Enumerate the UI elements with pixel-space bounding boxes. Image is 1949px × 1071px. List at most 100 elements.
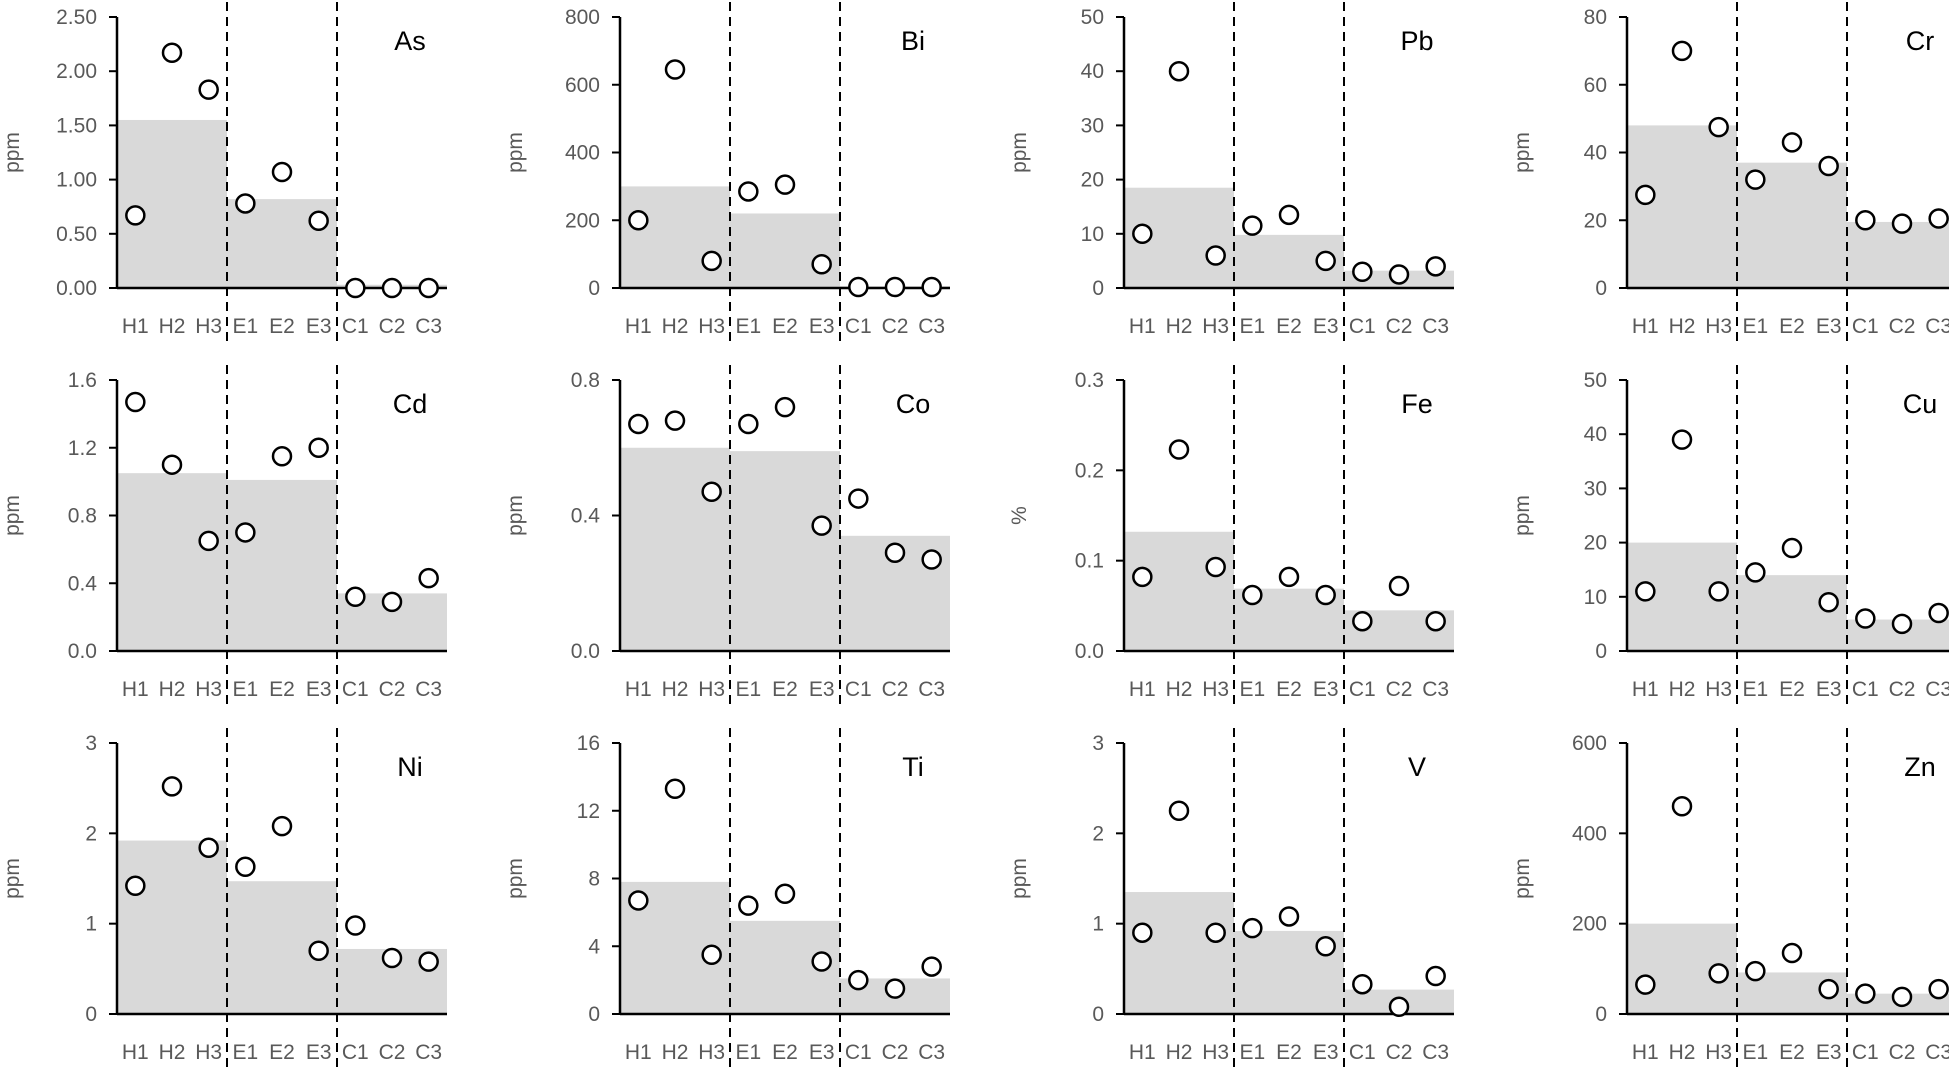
data-point <box>1745 562 1766 583</box>
data-point <box>774 883 796 904</box>
y-axis-label: ppm <box>504 495 527 536</box>
data-point <box>271 161 293 183</box>
data-point <box>1205 556 1226 578</box>
data-point <box>1132 566 1153 588</box>
panel-title: Pb <box>1400 26 1433 56</box>
data-point <box>1855 608 1876 629</box>
x-tick-label: E1 <box>1239 678 1265 701</box>
x-tick-label: H1 <box>625 1041 652 1064</box>
y-tick-label: 400 <box>1572 822 1607 845</box>
y-tick-label: 600 <box>565 74 600 97</box>
x-tick-label: E3 <box>306 315 332 338</box>
panel-title: Ni <box>397 752 423 782</box>
x-tick-label: C3 <box>918 315 945 338</box>
x-tick-label: H2 <box>662 678 689 701</box>
x-tick-label: H3 <box>1705 678 1732 701</box>
data-point <box>1315 250 1336 272</box>
data-point <box>1708 116 1729 138</box>
data-point <box>884 276 906 298</box>
data-point <box>811 515 832 536</box>
data-point <box>1315 936 1336 957</box>
data-point <box>198 79 219 100</box>
data-point <box>1818 978 1839 1000</box>
x-tick-label: E1 <box>232 1041 258 1064</box>
y-axis-label: ppm <box>1511 858 1534 899</box>
x-tick-label: H1 <box>122 1041 149 1064</box>
data-point <box>271 445 293 467</box>
data-point <box>308 940 329 962</box>
data-point <box>345 277 366 299</box>
x-tick-label: E2 <box>1779 315 1805 338</box>
data-point <box>271 815 293 837</box>
group-mean-bar <box>117 840 227 1014</box>
group-mean-bar <box>730 451 840 651</box>
x-tick-label: C3 <box>415 315 442 338</box>
x-tick-label: C1 <box>342 315 369 338</box>
y-tick-label: 0 <box>85 1003 97 1026</box>
data-point <box>1132 223 1153 245</box>
data-point <box>1891 213 1913 234</box>
y-tick-label: 0 <box>588 1003 600 1026</box>
x-tick-label: H2 <box>662 315 689 338</box>
y-tick-label: 0.0 <box>571 640 600 663</box>
y-tick-label: 0.3 <box>1075 369 1104 392</box>
y-tick-label: 2.50 <box>56 6 97 29</box>
x-tick-label: E1 <box>1239 1041 1265 1064</box>
data-point <box>848 488 869 509</box>
data-point <box>1388 575 1410 597</box>
y-tick-label: 0 <box>1595 1003 1607 1026</box>
x-tick-label: H1 <box>1129 1041 1156 1064</box>
y-tick-label: 10 <box>1081 223 1104 246</box>
data-point <box>701 944 722 965</box>
panel-title: Bi <box>901 26 925 56</box>
data-point <box>308 437 329 458</box>
panel-as: 0.00 0.50 1.00 1.50 2.00 2.50 H1 H2 H3 E1 E2 E3 C1 C2… <box>1 2 447 345</box>
group-mean-bar <box>1124 892 1234 1014</box>
y-tick-label: 1.00 <box>56 169 97 192</box>
data-point <box>308 210 329 232</box>
x-tick-label: C2 <box>1889 1041 1916 1064</box>
panel-title: Cd <box>393 389 428 419</box>
y-tick-label: 0.00 <box>56 277 97 300</box>
x-tick-label: H1 <box>625 315 652 338</box>
x-tick-label: E3 <box>809 1041 835 1064</box>
data-point <box>1388 264 1410 285</box>
x-tick-label: H2 <box>1166 315 1193 338</box>
y-tick-label: 2 <box>1092 822 1104 845</box>
y-tick-label: 0.2 <box>1075 459 1104 482</box>
y-tick-label: 16 <box>577 732 600 755</box>
x-tick-label: E1 <box>1742 678 1768 701</box>
y-tick-label: 80 <box>1584 6 1607 29</box>
x-tick-label: C1 <box>342 678 369 701</box>
y-axis-label: ppm <box>504 132 527 173</box>
y-tick-label: 0.8 <box>68 505 97 528</box>
y-tick-label: 2 <box>85 822 97 845</box>
data-point <box>628 890 649 911</box>
data-point <box>738 181 759 202</box>
panel-title: Cu <box>1903 389 1938 419</box>
x-tick-label: C1 <box>1852 678 1879 701</box>
panel-ni: 0 1 2 3 H1 H2 H3 E1 E2 E3 C1 C2 C3 ppm Ni <box>1 728 447 1071</box>
data-point <box>1781 537 1803 559</box>
x-tick-label: E3 <box>809 315 835 338</box>
panel-pb: 0 10 20 30 40 50 H1 H2 H3 E1 E2 E3 C1 C2 C3 ppm Pb <box>1008 2 1454 345</box>
y-tick-label: 1 <box>85 913 97 936</box>
x-tick-label: C2 <box>379 1041 406 1064</box>
panel-cr: 0 20 40 60 80 H1 H2 H3 E1 E2 E3 C1 C2 C3 ppm Cr <box>1511 2 1949 345</box>
y-tick-label: 0 <box>1595 640 1607 663</box>
y-tick-label: 4 <box>588 935 600 958</box>
data-point <box>1205 245 1226 266</box>
y-tick-label: 0 <box>1092 1003 1104 1026</box>
x-tick-label: H3 <box>1202 315 1229 338</box>
data-point <box>921 549 942 570</box>
data-point <box>1635 184 1656 206</box>
x-tick-label: C1 <box>845 678 872 701</box>
x-tick-label: E3 <box>1313 315 1339 338</box>
data-point <box>235 856 256 878</box>
data-point <box>1168 60 1190 82</box>
data-point <box>1425 256 1446 277</box>
group-mean-bar <box>620 447 730 651</box>
panel-cu: 0 10 20 30 40 50 H1 H2 H3 E1 E2 E3 C1 C2 C3 ppm Cu <box>1511 365 1949 708</box>
x-tick-label: C3 <box>918 1041 945 1064</box>
